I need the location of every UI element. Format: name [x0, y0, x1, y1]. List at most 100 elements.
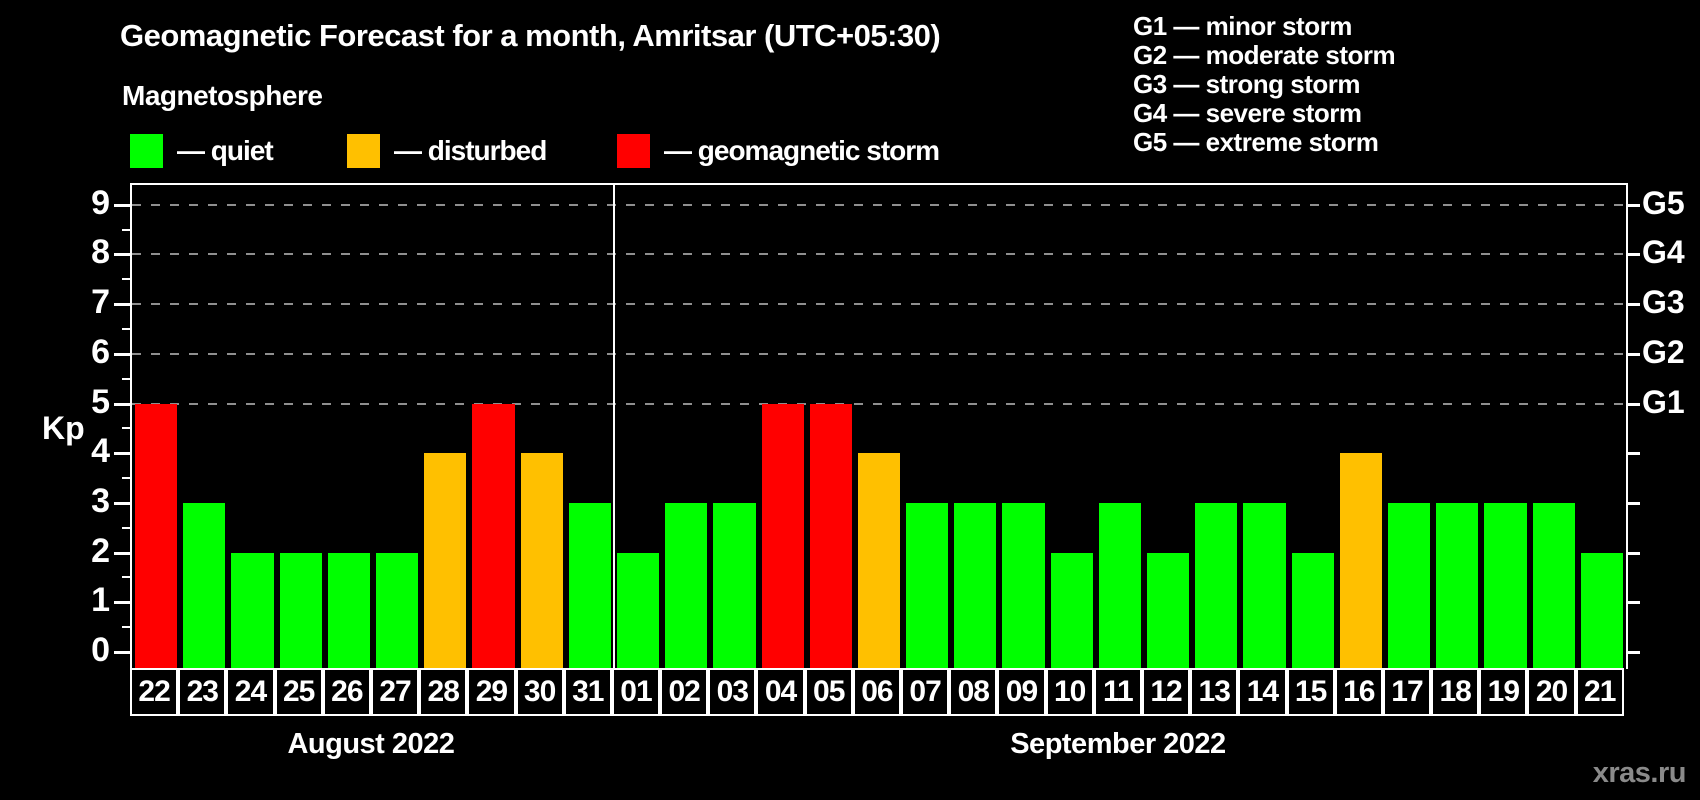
- left-minor-tick-6.5: [122, 327, 130, 330]
- month-label-september: September 2022: [1010, 728, 1226, 760]
- day-label-11: 11: [1093, 668, 1142, 716]
- day-label-07: 07: [901, 668, 950, 716]
- kp-bar-day-13: [1195, 502, 1238, 669]
- kp-bar-day-03: [713, 502, 756, 669]
- left-minor-tick-2.5: [122, 526, 130, 529]
- left-tick-9: [114, 203, 130, 207]
- kp-bar-day-30: [520, 453, 563, 669]
- gridline-kp-9: [132, 203, 1626, 206]
- day-label-01: 01: [611, 668, 661, 716]
- right-tick-9: [1626, 203, 1640, 207]
- left-minor-tick-1.5: [122, 576, 130, 579]
- left-tick-1: [114, 601, 130, 605]
- g-axis-label-g1: G1: [1642, 383, 1685, 420]
- kp-bar-day-23: [183, 502, 226, 669]
- gridline-kp-7: [132, 303, 1626, 306]
- day-label-16: 16: [1334, 668, 1383, 716]
- day-label-02: 02: [660, 668, 709, 716]
- magnetosphere-label: Magnetosphere: [122, 80, 323, 111]
- g-axis-label-g2: G2: [1642, 333, 1685, 370]
- day-label-19: 19: [1479, 668, 1528, 716]
- kp-bar-day-22: [135, 403, 178, 669]
- kp-bar-day-27: [375, 552, 419, 669]
- day-label-31: 31: [563, 668, 612, 716]
- y-axis-title: Kp: [42, 410, 85, 446]
- month-label-august: August 2022: [287, 728, 455, 760]
- left-tick-3: [114, 501, 130, 505]
- left-tick-0: [114, 651, 130, 654]
- kp-bar-day-08: [954, 502, 997, 669]
- kp-bar-day-01: [616, 552, 660, 669]
- legend-swatch-storm-icon: [617, 134, 650, 168]
- day-label-05: 05: [804, 668, 853, 716]
- kp-bar-day-18: [1436, 502, 1479, 669]
- y-tick-label-8: 8: [91, 233, 110, 272]
- kp-bar-day-16: [1339, 453, 1383, 669]
- kp-bar-day-11: [1098, 502, 1142, 669]
- day-label-09: 09: [997, 668, 1046, 716]
- right-tick-3: [1626, 501, 1640, 505]
- day-label-04: 04: [756, 668, 805, 716]
- g-axis-label-g5: G5: [1642, 184, 1685, 221]
- right-tick-0: [1626, 651, 1640, 654]
- kp-bar-day-12: [1147, 552, 1190, 669]
- y-tick-label-3: 3: [91, 481, 110, 520]
- kp-bar-day-31: [568, 502, 611, 669]
- left-minor-tick-0.5: [122, 626, 130, 629]
- kp-bar-day-14: [1243, 502, 1286, 669]
- day-label-06: 06: [852, 668, 901, 716]
- left-minor-tick-7.5: [122, 278, 130, 281]
- kp-bar-day-06: [857, 453, 901, 669]
- legend-item-storm: — geomagnetic storm: [617, 134, 940, 168]
- storm-scale-g4: G4 — severe storm: [1133, 98, 1362, 128]
- kp-bar-day-02: [665, 502, 708, 669]
- kp-bar-day-07: [906, 502, 949, 669]
- day-label-18: 18: [1431, 668, 1480, 716]
- day-label-row: 22 23 24 25 26 27 28 29 30 31 01 02 03 04 05 06 07 08 09 10…: [130, 668, 1624, 716]
- right-tick-6: [1626, 352, 1640, 356]
- day-label-27: 27: [370, 668, 420, 716]
- day-label-26: 26: [322, 668, 371, 716]
- left-minor-tick-4.5: [122, 427, 130, 430]
- day-label-20: 20: [1527, 668, 1576, 716]
- kp-bar-day-29: [472, 403, 515, 669]
- gridline-kp-8: [132, 253, 1626, 256]
- kp-bar-day-20: [1532, 502, 1575, 669]
- y-tick-label-9: 9: [91, 183, 110, 222]
- storm-scale-g2: G2 — moderate storm: [1133, 40, 1396, 70]
- left-tick-4: [114, 452, 130, 456]
- legend-item-quiet: — quiet: [130, 134, 274, 168]
- day-label-28: 28: [419, 668, 468, 716]
- day-label-25: 25: [274, 668, 323, 716]
- y-tick-label-6: 6: [91, 332, 110, 371]
- day-label-22: 22: [130, 668, 179, 716]
- day-label-24: 24: [226, 668, 275, 716]
- kp-bar-day-15: [1291, 552, 1334, 669]
- left-tick-5: [114, 402, 130, 406]
- storm-scale-g3: G3 — strong storm: [1133, 69, 1360, 99]
- storm-scale-g5: G5 — extreme storm: [1133, 127, 1379, 157]
- day-label-08: 08: [949, 668, 998, 716]
- chart-plot-area: [114, 183, 1640, 669]
- y-tick-label-2: 2: [91, 531, 110, 570]
- day-label-21: 21: [1575, 668, 1624, 716]
- legend-label-quiet: — quiet: [177, 135, 274, 166]
- storm-scale-g1: G1 — minor storm: [1133, 11, 1352, 41]
- right-tick-8: [1626, 253, 1640, 257]
- day-label-29: 29: [467, 668, 516, 716]
- day-label-23: 23: [178, 668, 227, 716]
- storm-scale-legend: G1 — minor storm G2 — moderate storm G3 — …: [1133, 11, 1396, 157]
- legend-swatch-disturbed-icon: [347, 134, 380, 168]
- kp-bar-day-10: [1050, 552, 1093, 669]
- y-tick-label-7: 7: [91, 283, 110, 322]
- right-tick-5: [1626, 402, 1640, 406]
- kp-bar-day-25: [279, 552, 322, 669]
- legend-item-disturbed: — disturbed: [347, 134, 547, 168]
- kp-bar-day-04: [761, 403, 804, 669]
- day-label-13: 13: [1190, 668, 1239, 716]
- legend-swatch-quiet-icon: [130, 134, 163, 168]
- left-minor-tick-5.5: [122, 377, 130, 380]
- day-label-15: 15: [1286, 668, 1335, 716]
- month-divider-line: [612, 185, 615, 669]
